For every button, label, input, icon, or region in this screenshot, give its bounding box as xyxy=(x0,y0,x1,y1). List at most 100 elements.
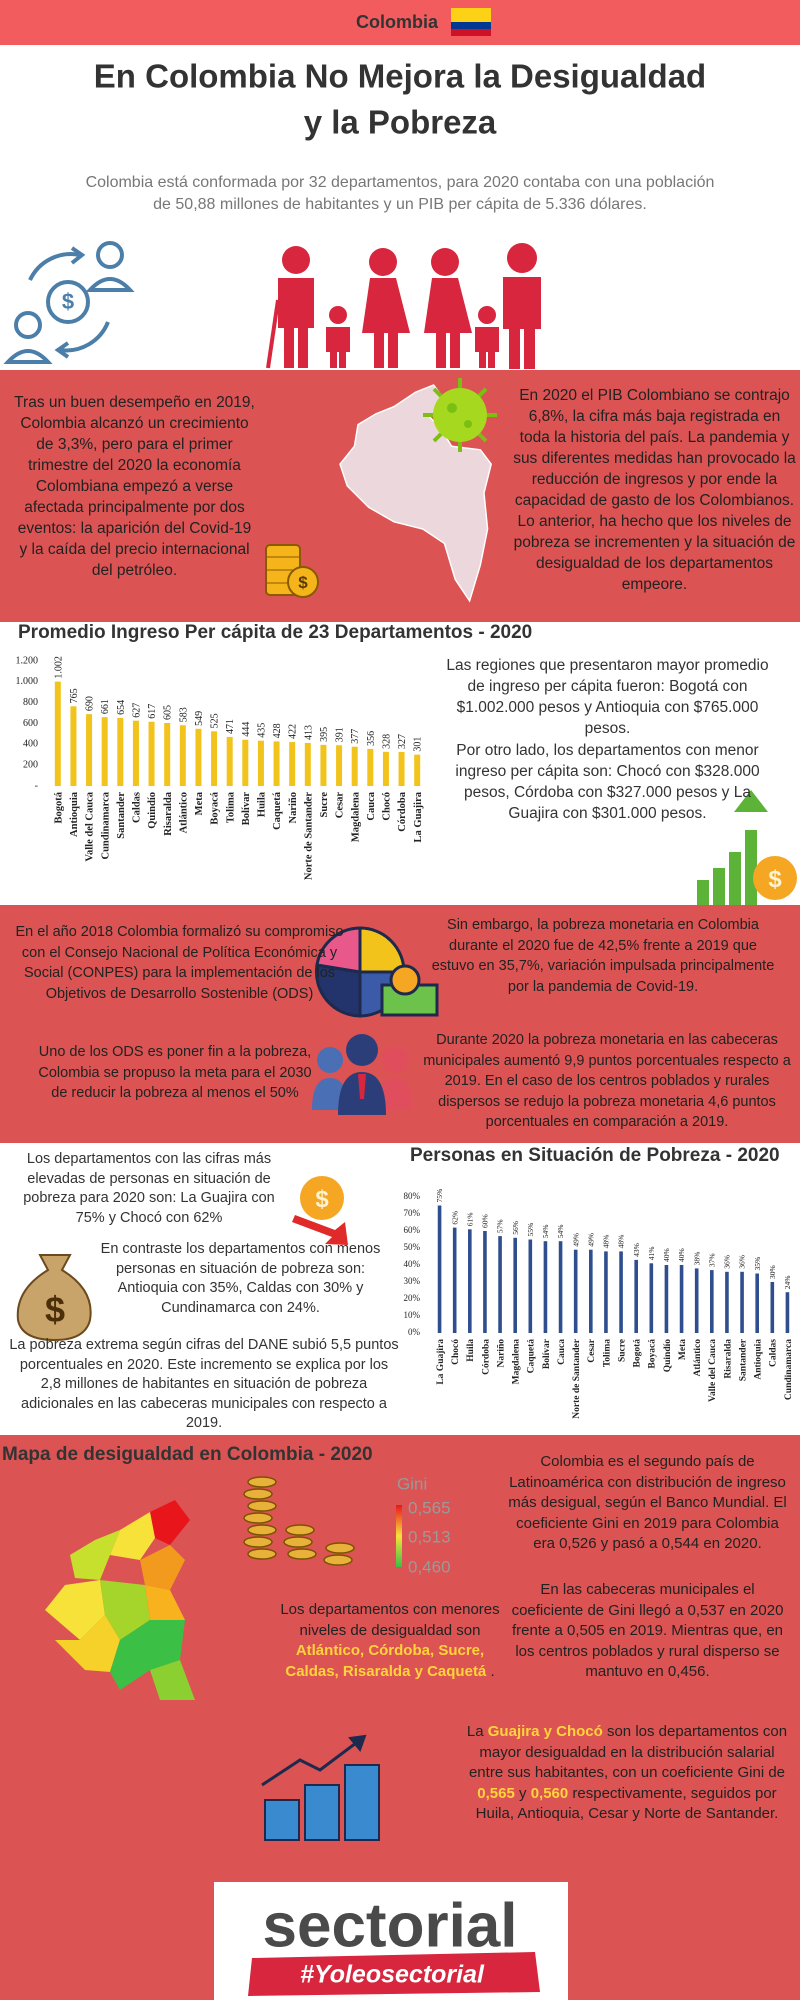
bar xyxy=(634,1259,638,1333)
x-tick-label: Risaralda xyxy=(723,1339,733,1379)
x-tick-label: Meta xyxy=(194,791,205,815)
value-label: 617 xyxy=(147,704,158,719)
x-tick-label: Córdoba xyxy=(481,1339,491,1375)
paragraph: Tras un buen desempeño en 2019, Colombia… xyxy=(14,394,255,579)
x-tick-label: Tolima xyxy=(225,791,236,823)
bar xyxy=(452,1227,457,1333)
bar xyxy=(351,746,358,786)
value-label: 60% xyxy=(481,1214,490,1228)
flag xyxy=(451,8,491,36)
value-label: 356 xyxy=(366,731,377,746)
value-label: 24% xyxy=(783,1275,792,1289)
x-tick-label: Atlántico xyxy=(178,792,189,833)
x-tick-label: Boyacá xyxy=(210,791,221,824)
bar xyxy=(755,1273,759,1333)
coin-down-icon: $ xyxy=(292,1176,348,1245)
y-tick-label: 600 xyxy=(23,718,38,729)
value-label: 56% xyxy=(511,1221,520,1235)
chart-title: Personas en Situación de Pobreza - 2020 xyxy=(410,1145,780,1166)
virus-icon xyxy=(423,378,497,452)
value-label: 36% xyxy=(723,1255,732,1269)
legend-label: 0,513 xyxy=(408,1527,451,1546)
paragraph: La pobreza extrema según cifras del DANE… xyxy=(9,1337,399,1431)
value-label: 435 xyxy=(256,723,267,738)
text: y xyxy=(514,1784,531,1802)
coins-icon: $ xyxy=(265,544,319,598)
value-label: 49% xyxy=(571,1233,580,1247)
value-label: 55% xyxy=(526,1223,535,1237)
x-tick-label: Bolívar xyxy=(542,1338,552,1369)
value-label: 654 xyxy=(116,700,127,715)
bar xyxy=(528,1239,533,1333)
highlight: 0,565 xyxy=(477,1784,515,1802)
y-tick-label: 20% xyxy=(404,1293,421,1303)
y-tick-label: 30% xyxy=(404,1276,421,1286)
value-label: 36% xyxy=(738,1255,747,1269)
map-title: Mapa de desigualdad en Colombia - 2020 xyxy=(2,1444,373,1465)
x-tick-label: Quindío xyxy=(147,792,158,829)
bar xyxy=(604,1251,608,1333)
bar xyxy=(273,741,280,786)
y-tick-label: 800 xyxy=(23,697,38,708)
title: En Colombia No Mejora la Desigualdad xyxy=(94,58,706,95)
legend-title: Gini xyxy=(397,1474,427,1493)
coin-stacks-icon xyxy=(243,1476,355,1566)
x-tick-label: Caldas xyxy=(769,1339,779,1367)
x-tick-label: Caldas xyxy=(132,792,143,823)
bar xyxy=(179,725,186,786)
x-tick-label: La Guajira xyxy=(413,791,424,842)
value-label: 48% xyxy=(617,1235,626,1249)
bar xyxy=(468,1229,472,1333)
value-label: 40% xyxy=(677,1248,686,1262)
money-bag-icon: $ xyxy=(16,1254,92,1342)
text: respectivamente, seguidos por Huila, Ant… xyxy=(475,1784,779,1823)
text: La xyxy=(466,1723,488,1740)
x-tick-label: Córdoba xyxy=(397,791,408,831)
paragraph: La Guajira y Chocó son los departamentos… xyxy=(462,1722,792,1825)
gini-map xyxy=(45,1500,195,1700)
y-tick-label: 400 xyxy=(23,739,38,750)
svg-text:$: $ xyxy=(62,289,74,314)
value-label: 75% xyxy=(435,1189,444,1203)
value-label: 57% xyxy=(496,1219,505,1233)
value-label: 605 xyxy=(163,705,174,720)
x-tick-label: Caquetá xyxy=(272,791,283,830)
value-label: 422 xyxy=(288,724,299,739)
bar xyxy=(132,720,139,786)
bar xyxy=(740,1271,744,1333)
paragraph: En las cabeceras municipales el coeficie… xyxy=(511,1581,784,1680)
people-icon xyxy=(312,1034,413,1115)
value-label: 30% xyxy=(768,1265,777,1279)
bar xyxy=(694,1268,699,1333)
x-tick-label: Cundinamarca xyxy=(100,791,111,859)
bar xyxy=(382,751,389,786)
x-tick-label: Huila xyxy=(257,791,268,817)
bar xyxy=(320,744,327,786)
x-tick-label: Bogotá xyxy=(633,1339,643,1368)
bar xyxy=(414,754,421,786)
bar xyxy=(649,1263,654,1333)
bar xyxy=(164,722,171,786)
bar xyxy=(86,714,93,786)
y-tick-label: 70% xyxy=(404,1208,421,1218)
x-tick-label: Meta xyxy=(678,1339,688,1360)
value-label: 43% xyxy=(632,1243,641,1257)
family-icon xyxy=(266,243,541,369)
value-label: 38% xyxy=(692,1252,701,1266)
value-label: 395 xyxy=(319,727,330,742)
bar xyxy=(725,1271,729,1333)
x-tick-label: Nariño xyxy=(288,792,299,824)
x-tick-label: Bogotá xyxy=(53,791,64,823)
bar xyxy=(589,1249,593,1333)
value-label: 549 xyxy=(194,711,205,726)
x-tick-label: Chocó xyxy=(451,1339,461,1365)
top-bar xyxy=(0,0,800,45)
value-label: 41% xyxy=(647,1247,656,1261)
hashtag: #Yoleosectorial xyxy=(300,1961,485,1989)
value-label: 62% xyxy=(450,1211,459,1225)
bar xyxy=(54,681,61,786)
bar xyxy=(117,717,124,786)
text: . xyxy=(486,1662,495,1680)
svg-text:$: $ xyxy=(45,1289,65,1330)
